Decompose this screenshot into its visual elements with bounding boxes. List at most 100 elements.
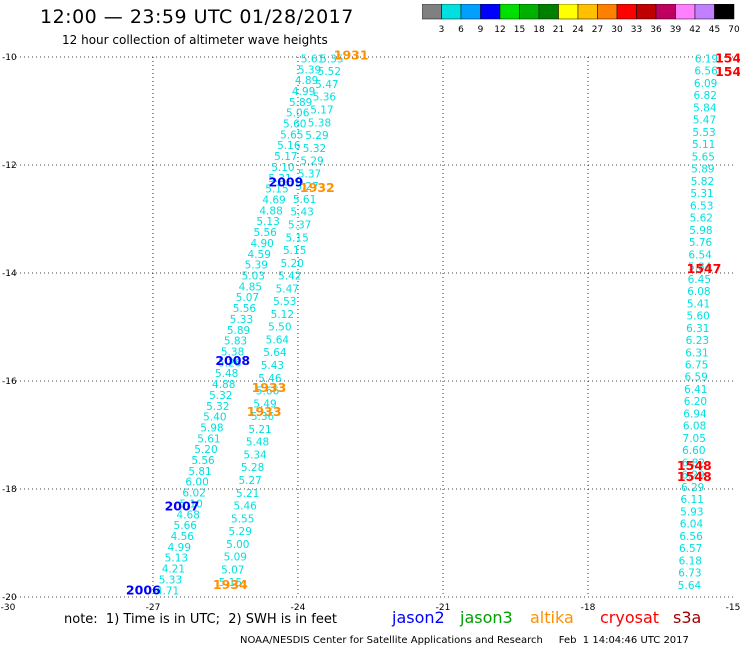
wave-height-point: 6.75 xyxy=(685,360,708,372)
wave-height-point: 4.69 xyxy=(262,195,285,207)
wave-height-point: 5.20 xyxy=(281,258,304,270)
legend-cryosat: cryosat xyxy=(600,608,660,627)
wave-height-point: 5.56 xyxy=(233,303,257,315)
wave-height-point: 4.21 xyxy=(162,564,185,576)
pass-time-label: 1547 xyxy=(687,261,722,276)
wave-height-point: 5.32 xyxy=(303,143,326,155)
wave-height-point: 5.00 xyxy=(226,539,249,551)
wave-height-point: 5.61 xyxy=(197,433,220,445)
scale-label: 42 xyxy=(689,25,700,35)
wave-height-point: 4.71 xyxy=(156,585,179,597)
wave-height-point: 5.52 xyxy=(318,66,341,78)
wave-height-point: 5.53 xyxy=(692,127,715,139)
wave-height-point: 6.29 xyxy=(681,482,704,494)
wave-height-point: 5.46 xyxy=(233,501,257,513)
scale-label: 21 xyxy=(553,25,564,35)
wave-height-point: 5.09 xyxy=(224,552,247,564)
pass-time-label: 2008 xyxy=(215,353,250,368)
wave-height-point: 5.56 xyxy=(191,455,215,467)
wave-height-point: 5.37 xyxy=(288,219,311,231)
wave-height-point: 6.19 xyxy=(695,53,718,65)
wave-height-point: 6.29 xyxy=(681,470,704,482)
wave-height-point: 5.36 xyxy=(251,411,275,423)
x-tick-label: -21 xyxy=(436,603,451,613)
wave-height-point: 5.06 xyxy=(286,108,310,120)
wave-height-point: 6.73 xyxy=(678,568,701,580)
wave-height-point: 5.11 xyxy=(692,139,715,151)
wave-height-point: 5.61 xyxy=(293,194,316,206)
wave-height-point: 5.43 xyxy=(290,207,313,219)
x-tick-label: -15 xyxy=(726,603,740,613)
wave-height-point: 5.93 xyxy=(680,506,703,518)
legend-jason3: jason3 xyxy=(460,608,513,627)
scale-swatch xyxy=(714,4,735,20)
wave-height-point: 5.27 xyxy=(295,181,318,193)
wave-height-point: 5.76 xyxy=(689,237,713,249)
x-tick-label: -24 xyxy=(291,603,306,613)
wave-height-point: 4.59 xyxy=(248,249,271,261)
wave-height-point: 6.57 xyxy=(679,543,702,555)
wave-height-point: 5.47 xyxy=(315,79,338,91)
legend-altika: altika xyxy=(530,608,574,627)
scale-label: 15 xyxy=(514,25,525,35)
scale-label: 6 xyxy=(458,25,464,35)
wave-height-point: 5.82 xyxy=(691,176,714,188)
wave-height-point: 6.09 xyxy=(694,78,717,90)
wave-height-point: 5.48 xyxy=(215,368,238,380)
wave-height-point: 4.90 xyxy=(250,238,273,250)
wave-height-point: 5.27 xyxy=(238,475,261,487)
wave-height-point: 6.02 xyxy=(182,488,205,500)
wave-height-point: 6.94 xyxy=(683,408,707,420)
wave-height-point: 5.60 xyxy=(686,311,709,323)
wave-height-point: 6.23 xyxy=(686,335,709,347)
scale-label: 18 xyxy=(533,25,545,35)
wave-height-point: 5.21 xyxy=(236,488,259,500)
wave-height-point: 5.64 xyxy=(266,334,290,346)
wave-height-point: 6.41 xyxy=(684,384,707,396)
wave-height-point: 5.17 xyxy=(274,151,297,163)
wave-height-point: 5.15 xyxy=(219,577,242,589)
pass-time-label: 1933 xyxy=(252,380,287,395)
wave-height-point: 5.65 xyxy=(692,151,715,163)
scale-label: 30 xyxy=(611,25,623,35)
wave-height-point: 6.56 xyxy=(679,531,703,543)
x-tick-label: -27 xyxy=(146,603,161,613)
wave-height-point: 5.46 xyxy=(258,373,282,385)
wave-height-point: 5.15 xyxy=(265,184,288,196)
wave-height-point: 5.38 xyxy=(221,346,244,358)
wave-height-point: 6.11 xyxy=(681,494,704,506)
wave-height-point: 5.29 xyxy=(300,156,323,168)
scale-label: 33 xyxy=(631,25,642,35)
wave-height-point: 5.98 xyxy=(200,422,223,434)
x-tick-label: -18 xyxy=(581,603,596,613)
page-title: 12:00 — 23:59 UTC 01/28/2017 xyxy=(40,6,354,28)
wave-height-point: 4.89 xyxy=(295,75,318,87)
wave-height-point: 5.16 xyxy=(277,140,301,152)
wave-height-point: 5.56 xyxy=(253,227,277,239)
wave-height-point: 5.07 xyxy=(221,564,244,576)
wave-height-point: 6.31 xyxy=(685,347,708,359)
wave-height-point: 5.21 xyxy=(248,424,271,436)
credit-line: NOAA/NESDIS Center for Satellite Applica… xyxy=(240,635,689,646)
pass-time-label: 1932 xyxy=(300,180,335,195)
wave-height-point: 5.17 xyxy=(310,105,333,117)
wave-height-point: 5.07 xyxy=(236,292,259,304)
wave-height-point: 6.20 xyxy=(684,396,707,408)
scale-label: 36 xyxy=(650,25,662,35)
wave-height-point: 6.53 xyxy=(690,200,713,212)
wave-height-point: 5.03 xyxy=(242,271,265,283)
wave-height-point: 5.64 xyxy=(678,580,702,592)
scale-label: 3 xyxy=(439,25,445,35)
wave-height-point: 5.10 xyxy=(179,498,202,510)
pass-time-label: 1934 xyxy=(213,577,248,592)
wave-height-point: 6.08 xyxy=(683,421,706,433)
scale-label: 45 xyxy=(709,25,720,35)
wave-height-point: 5.20 xyxy=(194,444,217,456)
pass-time-label: 2009 xyxy=(269,175,304,190)
wave-height-point: 5.42 xyxy=(278,271,301,283)
wave-height-point: 5.36 xyxy=(313,92,337,104)
wave-height-point: 5.84 xyxy=(688,262,712,274)
wave-height-point: 5.13 xyxy=(256,216,279,228)
wave-height-point: 5.15 xyxy=(285,232,308,244)
